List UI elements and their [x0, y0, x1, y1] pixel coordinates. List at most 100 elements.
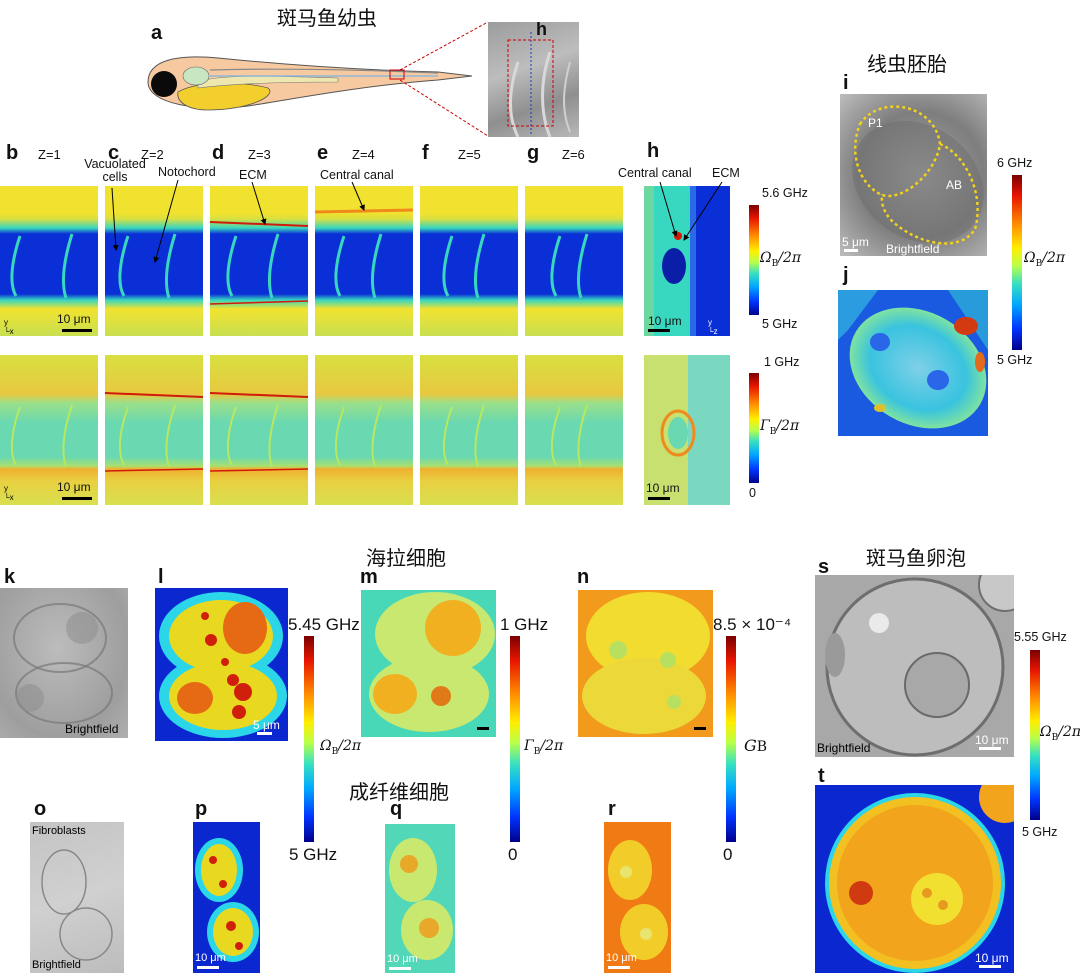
larva-omega-map-z3 [210, 186, 308, 336]
scalebar-i-label: 5 μm [842, 235, 869, 249]
annotation-central-canal: Central canal [320, 168, 394, 182]
scalebar-b-omega-label: 10 μm [57, 312, 91, 326]
symbol-oocyte-omega: ΩB/2π [1040, 724, 1080, 743]
scalebar-b-gamma [62, 497, 92, 500]
larva-gamma-map-z2 [105, 355, 203, 505]
larva-gamma-map-z5 [420, 355, 518, 505]
fibroblasts-label: Fibroblasts [32, 825, 86, 837]
label-p1: P1 [868, 116, 883, 130]
hela-brightfield-label: Brightfield [65, 722, 119, 736]
symbol-hela-g: GB [744, 736, 768, 755]
panel-letter-a: a [151, 22, 163, 44]
panel-letter-p: p [195, 798, 208, 820]
scalebar-s [979, 747, 1001, 750]
fibroblast-brightfield: Fibroblasts Brightfield [30, 822, 124, 973]
title-zebrafish-larva: 斑马鱼幼虫 [277, 6, 377, 30]
zoom-guide-lines [400, 21, 489, 137]
axis-b-omega: y └x [4, 318, 14, 336]
annotation-ecm-h: ECM [712, 166, 740, 180]
panel-letter-g: g [527, 142, 540, 164]
symbol-hela-gamma: ΓB/2π [524, 738, 564, 757]
symbol-hela-omega: ΩB/2π [320, 738, 362, 757]
colorbar-hela-g-min: 0 [723, 845, 733, 864]
larva-gamma-map-z1 [0, 355, 98, 505]
scalebar-b-omega [62, 329, 92, 332]
panel-letter-b: b [6, 142, 19, 164]
panel-letter-f: f [422, 142, 429, 164]
scalebar-r-label: 10 μm [606, 952, 637, 964]
colorbar-larva-omega [749, 205, 759, 315]
fibroblast-omega-map: 10 μm [193, 822, 260, 973]
label-ab: AB [946, 178, 963, 192]
panel-letter-l: l [158, 566, 164, 588]
scalebar-h-gamma-label: 10 μm [646, 481, 680, 495]
panel-letter-r: r [608, 798, 616, 820]
scalebar-h-omega [648, 329, 670, 332]
hela-g-map [578, 590, 713, 737]
hela-gamma-map [361, 590, 496, 737]
annotation-arrows [111, 179, 723, 263]
scalebar-n [694, 727, 706, 730]
scalebar-t-label: 10 μm [975, 951, 1009, 965]
panel-letter-j: j [843, 264, 849, 286]
embryo-brightfield-label: Brightfield [886, 242, 940, 256]
panel-letter-i: i [843, 72, 849, 94]
colorbar-larva-omega-min: 5 GHz [762, 317, 798, 331]
panel-letter-k: k [4, 566, 16, 588]
scalebar-q-label: 10 μm [387, 953, 418, 965]
title-hela-cells: 海拉细胞 [366, 546, 446, 570]
scalebar-p-label: 10 μm [195, 952, 226, 964]
zebrafish-larva-drawing [147, 56, 473, 111]
larva-gamma-map-z3 [210, 355, 308, 505]
fibroblast-g-map: 10 μm [604, 822, 671, 973]
scalebar-h-gamma [648, 497, 670, 500]
scalebar-q [389, 967, 411, 970]
scalebar-i [844, 249, 858, 252]
panel-letter-s: s [818, 556, 830, 578]
colorbar-embryo-omega [1012, 175, 1022, 350]
scalebar-m [477, 727, 489, 730]
axis-b-gamma: y └x [4, 484, 14, 502]
colorbar-hela-g [726, 636, 736, 842]
annotation-ecm: ECM [239, 168, 267, 182]
z-label-6: Z=6 [562, 147, 585, 162]
fibroblast-gamma-map: 10 μm [385, 824, 455, 973]
colorbar-oocyte-omega-min: 5 GHz [1022, 825, 1058, 839]
oocyte-brillouin-map: 10 μm [815, 785, 1014, 973]
colorbar-hela-gamma [510, 636, 520, 842]
panel-letter-h-inset: h [536, 22, 547, 39]
scalebar-l [257, 732, 272, 735]
larva-gamma-map-z6 [525, 355, 623, 505]
colorbar-oocyte-omega [1030, 650, 1040, 820]
symbol-larva-gamma: ΓB/2π [760, 418, 800, 437]
panel-letter-e: e [317, 142, 329, 164]
scalebar-p [197, 966, 219, 969]
annotation-notochord: Notochord [158, 165, 216, 179]
z-label-5: Z=5 [458, 147, 481, 162]
colorbar-oocyte-omega-max: 5.55 GHz [1014, 630, 1067, 644]
panel-letter-d: d [212, 142, 225, 164]
oocyte-brightfield: Brightfield 10 μm [815, 575, 1014, 757]
colorbar-embryo-omega-min: 5 GHz [997, 353, 1033, 367]
z-label-4: Z=4 [352, 147, 375, 162]
scalebar-h-omega-label: 10 μm [648, 314, 682, 328]
colorbar-embryo-omega-max: 6 GHz [997, 156, 1033, 170]
z-label-3: Z=3 [248, 147, 271, 162]
colorbar-hela-omega-min: 5 GHz [289, 845, 338, 864]
symbol-larva-omega: ΩB/2π [760, 250, 802, 269]
larva-gamma-cross-section [644, 355, 730, 505]
scalebar-b-gamma-label: 10 μm [57, 480, 91, 494]
scalebar-l-label: 5 μm [253, 718, 280, 732]
scalebar-r [608, 966, 630, 969]
embryo-brightfield: P1 AB Brightfield 5 μm [840, 94, 987, 256]
panel-letter-m: m [360, 566, 378, 588]
larva-brightfield-inset: h [488, 22, 579, 137]
title-fibroblasts: 成纤维细胞 [349, 780, 449, 804]
oocyte-brightfield-label: Brightfield [817, 741, 871, 755]
colorbar-larva-omega-max: 5.6 GHz [762, 186, 808, 200]
scalebar-t [979, 965, 1001, 968]
larva-omega-map-z1 [0, 186, 98, 336]
annotation-vacuolated-cells: Vacuolated cells [84, 157, 146, 184]
colorbar-hela-omega [304, 636, 314, 842]
panel-letter-q: q [390, 798, 403, 820]
